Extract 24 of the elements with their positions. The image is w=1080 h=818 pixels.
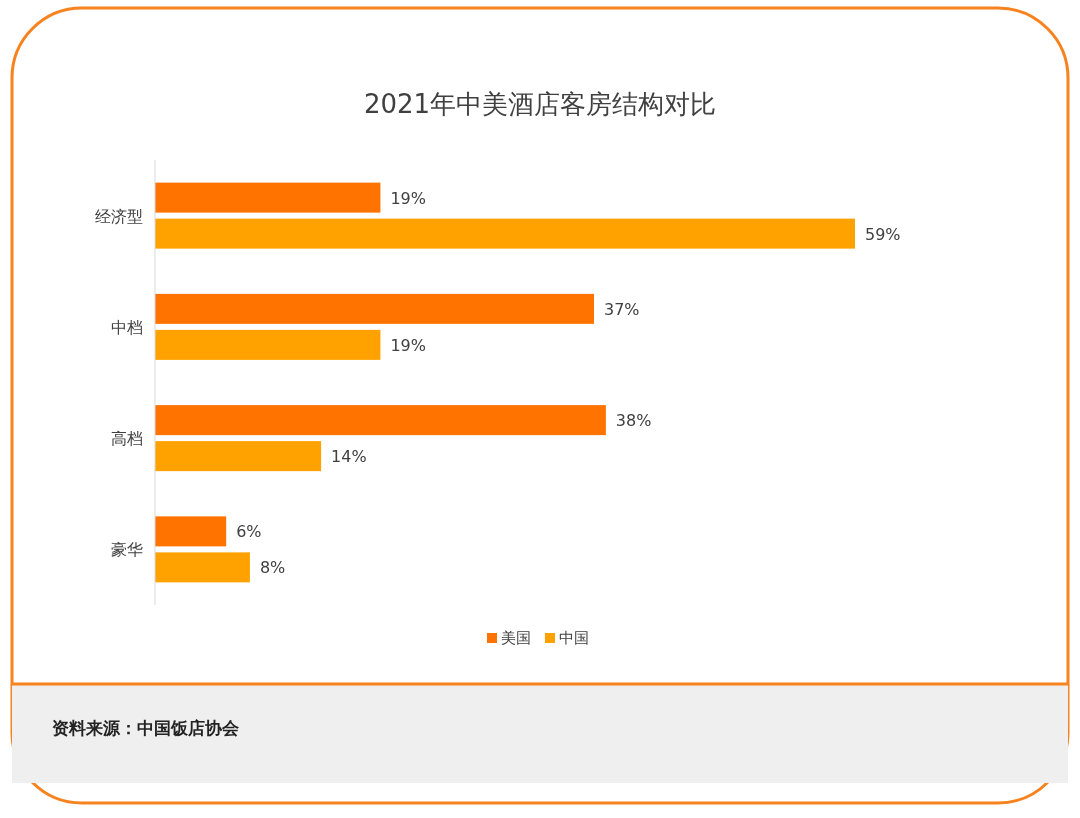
legend-label: 中国 [559, 629, 589, 647]
bar [155, 329, 381, 360]
y-tick-label: 豪华 [111, 540, 143, 560]
bar [155, 182, 381, 213]
bar [155, 218, 855, 249]
data-label: 19% [390, 188, 426, 208]
data-label: 6% [236, 522, 262, 542]
data-label: 8% [259, 558, 286, 578]
legend-label: 美国 [501, 629, 531, 647]
y-tick-label: 经济型 [95, 206, 143, 226]
data-label: 38% [615, 411, 652, 431]
data-label: 37% [603, 299, 640, 319]
chart-title: 2021年中美酒店客房结构对比 [363, 89, 717, 119]
y-tick-label: 中档 [111, 317, 143, 337]
y-tick-label: 高档 [111, 429, 143, 449]
text: 资料来源：中国饭店协会 [52, 718, 240, 738]
bar [155, 441, 322, 472]
data-label: 19% [390, 335, 426, 355]
data-label: 14% [331, 447, 367, 467]
bar [155, 552, 250, 583]
data-label: 59% [865, 224, 901, 244]
bar [155, 516, 227, 547]
bar [155, 293, 594, 324]
bar [155, 405, 606, 436]
